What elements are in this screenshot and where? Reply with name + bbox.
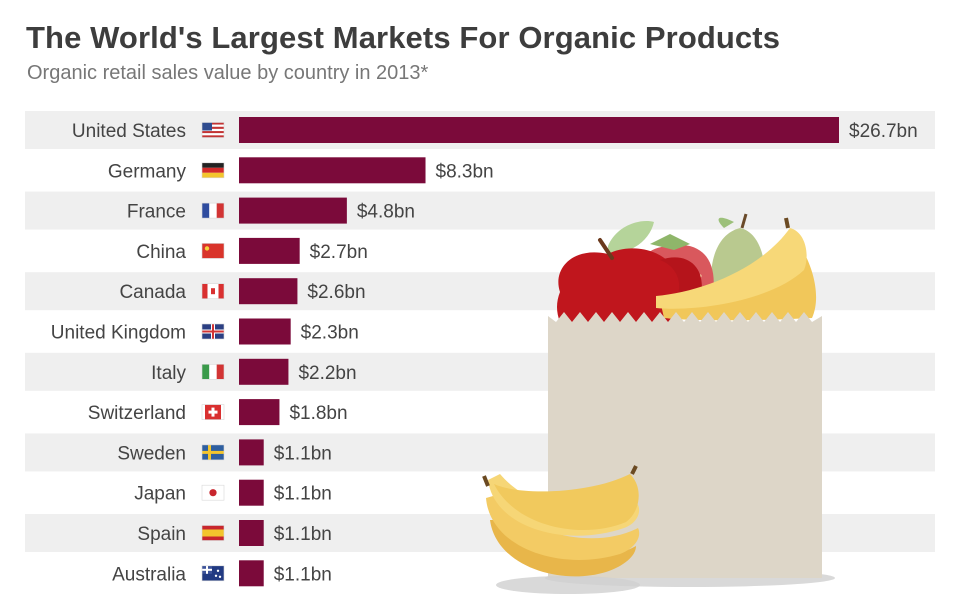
france-flag-icon bbox=[201, 202, 225, 219]
bar bbox=[239, 439, 264, 466]
country-label: Australia bbox=[112, 564, 186, 585]
country-label: Canada bbox=[119, 282, 186, 303]
japan-flag-icon bbox=[201, 484, 225, 501]
canada-flag-icon bbox=[201, 283, 225, 300]
value-label: $2.7bn bbox=[310, 242, 368, 263]
us-flag-icon bbox=[201, 122, 225, 138]
italy-flag-icon bbox=[201, 363, 225, 380]
country-label: Germany bbox=[108, 161, 187, 182]
value-label: $1.8bn bbox=[289, 403, 347, 424]
value-label: $2.2bn bbox=[298, 363, 356, 384]
bar bbox=[239, 399, 280, 426]
china-flag-icon bbox=[201, 243, 225, 259]
bar bbox=[239, 117, 839, 143]
chart-title: The World's Largest Markets For Organic … bbox=[26, 20, 781, 55]
switzerland-flag-icon bbox=[201, 404, 225, 420]
value-label: $8.3bn bbox=[436, 161, 494, 182]
bananas-icon-top bbox=[656, 217, 817, 321]
bar bbox=[239, 358, 289, 385]
row-band bbox=[25, 191, 935, 230]
value-label: $1.1bn bbox=[274, 524, 332, 545]
germany-flag-icon bbox=[201, 162, 225, 179]
bar bbox=[239, 560, 264, 587]
value-label: $26.7bn bbox=[849, 121, 918, 142]
value-label: $2.3bn bbox=[301, 323, 359, 344]
uk-flag-icon bbox=[201, 323, 225, 340]
bar bbox=[239, 157, 426, 184]
country-label: Japan bbox=[134, 484, 186, 505]
australia-flag-icon bbox=[201, 565, 225, 582]
bar bbox=[239, 318, 291, 345]
value-label: $2.6bn bbox=[307, 282, 365, 303]
value-label: $1.1bn bbox=[274, 443, 332, 464]
country-label: China bbox=[136, 242, 186, 263]
bar bbox=[239, 278, 298, 305]
value-label: $1.1bn bbox=[274, 484, 332, 505]
leaf-icon bbox=[608, 221, 654, 254]
country-label: France bbox=[127, 202, 186, 223]
bar bbox=[239, 479, 264, 506]
sweden-flag-icon bbox=[201, 444, 225, 461]
value-label: $4.8bn bbox=[357, 202, 415, 223]
chart-subtitle: Organic retail sales value by country in… bbox=[27, 62, 429, 84]
bananas-icon bbox=[482, 465, 640, 594]
country-label: Italy bbox=[151, 363, 186, 384]
value-label: $1.1bn bbox=[274, 564, 332, 585]
country-label: Spain bbox=[137, 524, 186, 545]
bar bbox=[239, 237, 300, 264]
country-label: Switzerland bbox=[88, 403, 186, 424]
spain-flag-icon bbox=[201, 525, 225, 541]
apple-icon bbox=[557, 238, 702, 322]
bar bbox=[239, 197, 347, 224]
country-label: United States bbox=[72, 121, 186, 142]
country-label: United Kingdom bbox=[51, 323, 186, 344]
paper-bag-icon bbox=[548, 312, 822, 578]
country-label: Sweden bbox=[117, 443, 186, 464]
bar bbox=[239, 520, 264, 546]
